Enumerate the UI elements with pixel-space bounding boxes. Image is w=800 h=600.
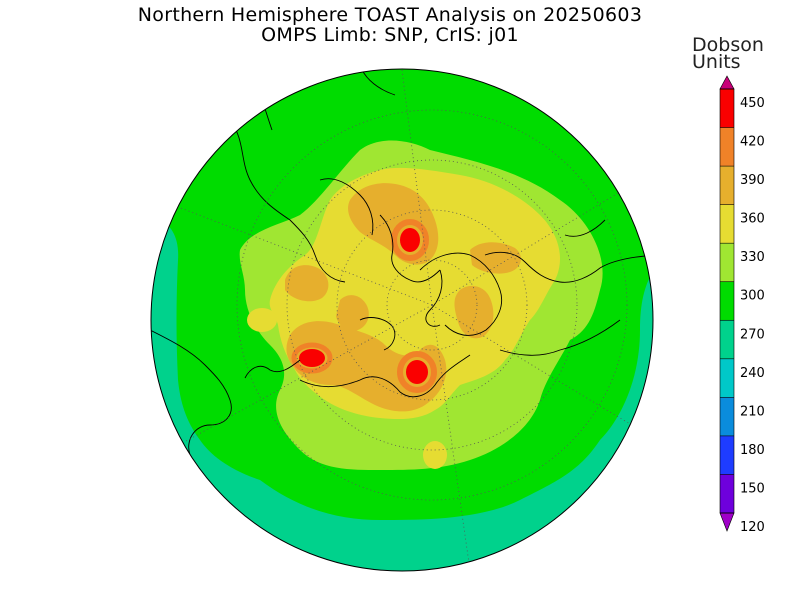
colorbar-tick-label: 330 [740,250,765,265]
colorbar-segment [720,320,734,359]
title-line-1: Northern Hemisphere TOAST Analysis on 20… [137,4,643,26]
colorbar-segment [720,474,734,513]
colorbar-top-triangle [719,75,735,90]
contour-330-360-patch-south [423,441,447,469]
colorbar-tick-label: 360 [740,212,765,227]
colorbar-segment [720,397,734,436]
graticule [159,69,641,571]
colorbar-tick-label: 210 [740,404,765,419]
colorbar-tick-label: 450 [740,96,765,111]
colorbar-tick-label: 240 [740,366,765,381]
contour-420-450-north [400,228,420,252]
colorbar-segment [720,166,734,205]
colorbar-tick-label: 420 [740,135,765,150]
colorbar-segment [720,435,734,475]
colorbar-bottom-triangle [719,512,735,532]
contour-420-450-south [406,360,428,384]
contour-390-420-north [391,219,429,261]
map-boundary [150,68,654,572]
colorbar-segment [720,127,734,167]
contour-360-390-west [285,265,329,302]
colorbar-segment [720,204,734,244]
colorbar-tick-label: 120 [740,520,765,535]
units-label-line-1: Dobson [692,34,764,56]
colorbar-tick-label: 300 [740,289,765,304]
contour-390-420-south [397,351,437,393]
contour-420-450-west [299,349,325,367]
contour-330-360-patch [247,308,277,332]
colorbar-tick-label: 150 [740,481,765,496]
colorbar-labels: 120 150 180 210 240 270 300 330 360 390 420 450 [740,96,765,535]
colorbar-ticks [720,88,734,514]
units-label-line-2: Units [692,51,741,73]
colorbar-tick-label: 270 [740,327,765,342]
contour-360-390-center [336,295,369,332]
colorbar-segments [719,75,735,532]
colorbar-tick-label: 180 [740,443,765,458]
title-line-2: OMPS Limb: SNP, CrIS: j01 [261,24,519,46]
colorbar-segment [720,358,734,398]
contour-360-390-east [470,242,522,274]
colorbar-segment [720,243,734,282]
contour-360-390-east2 [454,285,494,339]
colorbar-tick-label: 390 [740,173,765,188]
colorbar-segment [720,281,734,321]
colorbar-segment [720,89,734,128]
